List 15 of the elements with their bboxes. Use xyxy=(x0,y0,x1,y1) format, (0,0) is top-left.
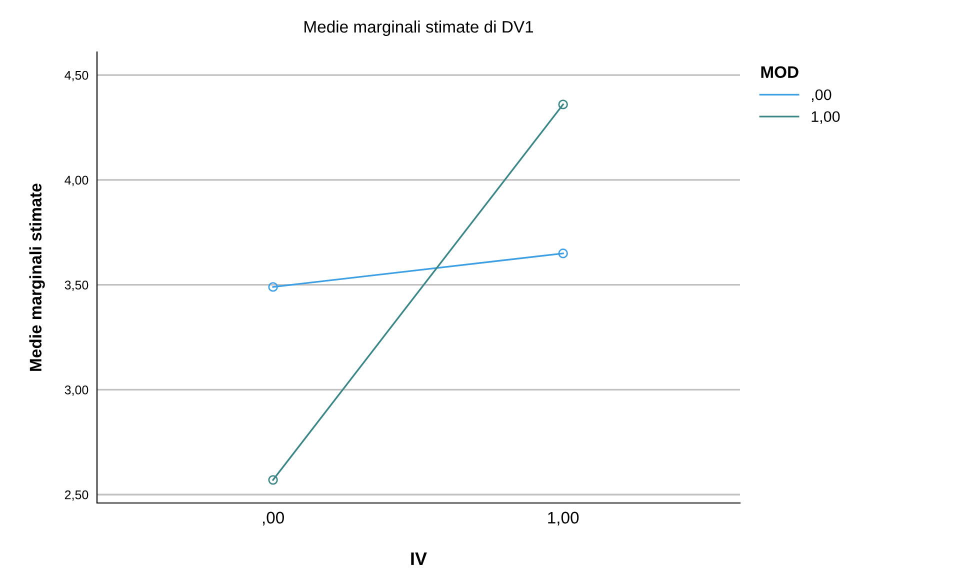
point xyxy=(268,282,278,292)
chart-title: Medie marginali stimate di DV1 xyxy=(304,20,534,36)
y-tick-label: 4,00 xyxy=(64,176,88,186)
y-tick-label: 3,00 xyxy=(64,386,88,396)
point xyxy=(558,248,568,258)
y-tick-label: 4,50 xyxy=(64,70,88,82)
point xyxy=(268,475,278,485)
legend-label: ,00 xyxy=(812,89,832,102)
y-tick-label: 3,50 xyxy=(64,280,88,291)
legend-label: 1,00 xyxy=(812,111,840,124)
legend-title: MOD xyxy=(761,66,798,78)
point xyxy=(558,100,568,110)
x-axis-title: IV xyxy=(411,552,427,565)
y-axis-title: Medie marginali stimate xyxy=(29,184,45,371)
y-tick-label: 2,50 xyxy=(64,490,88,501)
